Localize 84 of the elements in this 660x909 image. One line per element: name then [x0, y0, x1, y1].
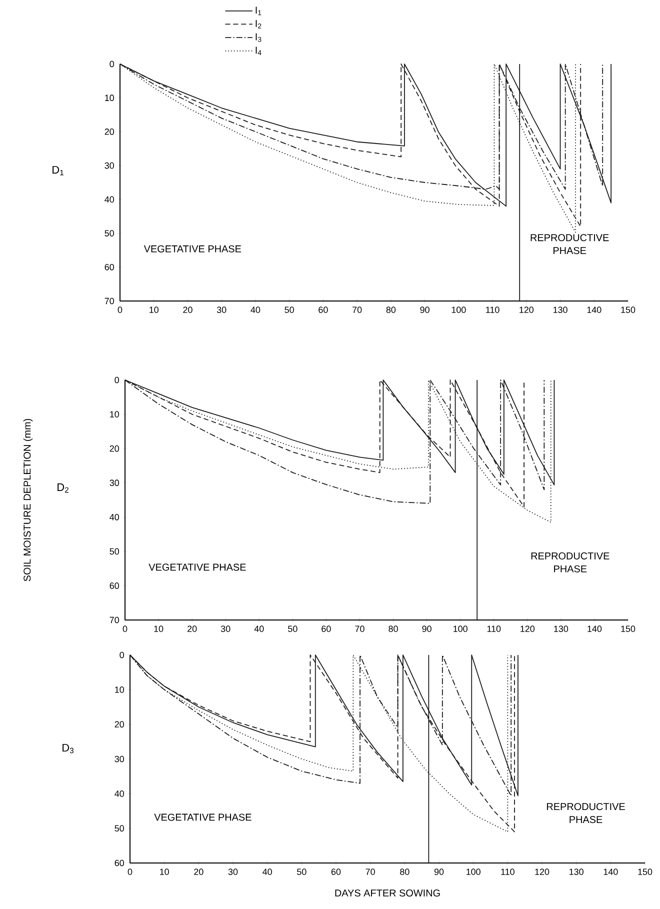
y-tick-label: 0	[110, 60, 114, 68]
x-tick-label: 30	[216, 306, 226, 313]
x-tick-label: 90	[434, 868, 444, 875]
y-tick-label: 10	[110, 411, 120, 418]
x-tick-label: 130	[553, 306, 568, 313]
x-tick-label: 60	[318, 306, 328, 313]
y-tick-label: 40	[114, 790, 124, 797]
x-tick-label: 120	[535, 868, 550, 875]
x-tick-label: 90	[420, 306, 430, 313]
x-tick-label: 120	[520, 626, 535, 632]
x-tick-label: 140	[604, 868, 618, 875]
x-tick-label: 110	[501, 868, 514, 875]
x-tick-label: 30	[220, 626, 230, 632]
y-tick-label: 60	[110, 582, 120, 589]
y-tick-label: 20	[110, 445, 120, 452]
x-tick-label: 50	[284, 306, 294, 313]
annotation: VEGETATIVE PHASE	[144, 245, 242, 252]
y-tick-label: 20	[114, 721, 124, 728]
x-tick-label: 30	[228, 868, 238, 875]
annotation: REPRODUCTIVE PHASE	[531, 552, 610, 572]
x-tick-label: 100	[466, 868, 480, 875]
y-tick-label: 30	[110, 480, 120, 486]
y-tick-label: 0	[114, 376, 120, 384]
annotation: VEGETATIVE PHASE	[154, 814, 252, 821]
x-tick-label: 0	[128, 868, 132, 875]
legend-label: I$_{2}$	[256, 20, 262, 28]
legend-label: I$_{1}$	[256, 6, 262, 16]
x-tick-label: 60	[322, 626, 331, 632]
x-tick-label: 100	[452, 306, 466, 313]
x-tick-label: 40	[262, 868, 272, 875]
x-tick-label: 70	[352, 306, 362, 313]
x-tick-label: 70	[366, 868, 375, 875]
y-tick-label: 0	[120, 652, 124, 658]
x-axis-title: DAYS AFTER SOWING	[335, 889, 440, 897]
y-axis-title: SOIL MOISTURE DEPLETION (mm)	[23, 418, 33, 582]
annotation: REPRODUCTIVE PHASE	[547, 803, 625, 824]
y-tick-label: 20	[104, 128, 114, 135]
text: D$_{3}$	[62, 744, 74, 754]
y-tick-label: 60	[104, 264, 114, 270]
y-tick-label: 40	[104, 196, 114, 203]
x-tick-label: 120	[520, 306, 534, 313]
x-tick-label: 130	[570, 868, 584, 875]
x-tick-label: 10	[154, 626, 164, 632]
x-tick-label: 20	[188, 626, 197, 632]
y-tick-label: 10	[115, 686, 124, 693]
y-tick-label: 70	[110, 616, 120, 624]
x-tick-label: 100	[454, 626, 468, 632]
x-tick-label: 50	[297, 868, 306, 875]
y-tick-label: 50	[104, 230, 114, 236]
annotation: VEGETATIVE PHASE	[148, 564, 246, 571]
y-tick-label: 50	[110, 548, 120, 555]
x-tick-label: 80	[388, 626, 398, 632]
x-tick-label: 80	[386, 306, 396, 313]
x-tick-label: 90	[422, 626, 432, 632]
x-tick-label: 130	[554, 626, 568, 632]
x-tick-label: 150	[638, 868, 652, 875]
x-tick-label: 110	[486, 306, 500, 313]
x-tick-label: 140	[588, 626, 602, 632]
y-tick-label: 40	[110, 514, 120, 520]
x-tick-label: 60	[331, 868, 341, 875]
x-tick-label: 20	[194, 868, 204, 875]
y-tick-label: 30	[114, 756, 124, 762]
x-tick-label: 40	[254, 626, 264, 632]
y-tick-label: 30	[104, 162, 114, 169]
x-tick-label: 110	[487, 626, 501, 632]
x-tick-label: 10	[160, 868, 169, 875]
x-tick-label: 80	[400, 868, 410, 875]
x-tick-label: 70	[355, 626, 364, 632]
legend-label: I$_{4}$	[256, 46, 262, 56]
annotation: REPRODUCTIVE PHASE	[530, 234, 609, 254]
y-tick-label: 50	[114, 825, 124, 832]
x-tick-label: 20	[183, 306, 192, 313]
legend-label: I$_{3}$	[256, 33, 262, 42]
x-tick-label: 150	[621, 306, 636, 313]
y-tick-label: 60	[114, 860, 124, 866]
x-tick-label: 150	[621, 626, 636, 632]
x-tick-label: 40	[250, 306, 260, 313]
x-tick-label: 50	[288, 626, 298, 632]
y-tick-label: 10	[105, 94, 114, 102]
x-tick-label: 140	[587, 306, 602, 313]
y-tick-label: 70	[104, 298, 114, 304]
x-tick-label: 10	[150, 306, 159, 313]
text: D$_{2}$	[58, 483, 68, 493]
text: D$_{1}$	[52, 166, 64, 176]
